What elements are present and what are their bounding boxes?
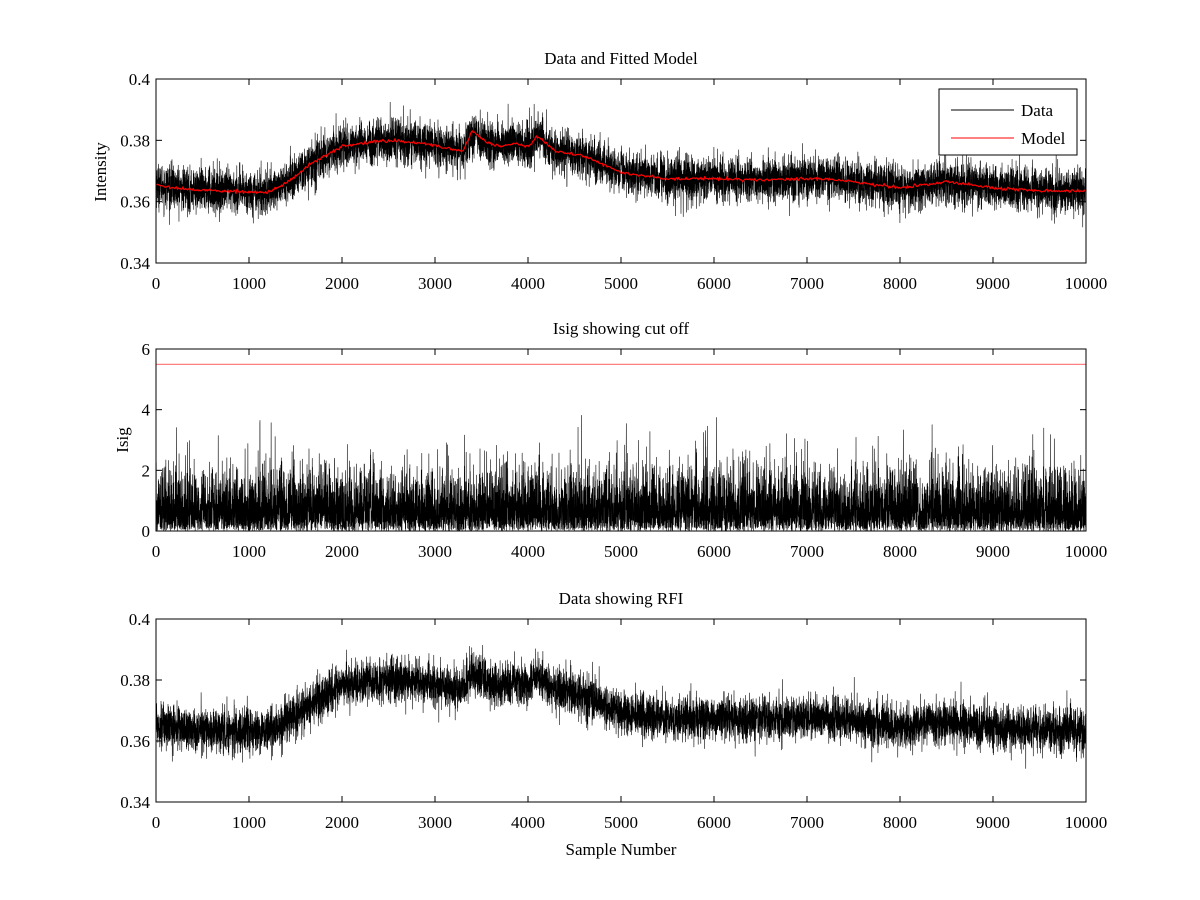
ytick-label: 0.38 [120,671,150,690]
ytick-label: 0.38 [120,131,150,150]
xtick-label: 7000 [790,813,824,832]
ytick-label: 0.36 [120,193,150,212]
panel-1-ytick-layer: 0.34 0.36 0.38 0.4 [120,70,1086,273]
panel-2-series-layer [155,363,1087,532]
xtick-label: 4000 [511,813,545,832]
xtick-label: 1000 [232,542,266,561]
ytick-label: 2 [142,461,151,480]
series-data [155,101,1087,228]
xtick-label: 10000 [1065,274,1108,293]
xtick-label: 0 [152,274,161,293]
xtick-label: 9000 [976,542,1010,561]
xtick-label: 9000 [976,813,1010,832]
xtick-label: 10000 [1065,542,1108,561]
xtick-label: 2000 [325,274,359,293]
panel-1-ylabel: Intensity [91,142,110,202]
xtick-label: 5000 [604,813,638,832]
xtick-label: 1000 [232,274,266,293]
panel-data-showing-rfi: Data showing RFI 0 1000 2000 3000 4000 5000 60… [120,589,1107,859]
panel-1-legend: Data Model [938,88,1078,156]
xtick-label: 3000 [418,542,452,561]
xtick-label: 2000 [325,542,359,561]
panel-1-xtick-layer: 0 1000 2000 3000 4000 5000 6000 7000 8000 9000 100… [152,79,1108,293]
panel-1-title: Data and Fitted Model [544,49,698,68]
ytick-label: 0.34 [120,254,150,273]
series-line [155,415,1087,532]
xtick-label: 4000 [511,542,545,561]
xtick-label: 0 [152,542,161,561]
legend-data-label: Data [1021,101,1054,120]
ytick-label: 0 [142,522,151,541]
xtick-label: 8000 [883,542,917,561]
series-line [155,645,1087,769]
xtick-label: 9000 [976,274,1010,293]
panel-data-and-fitted-model: Data and Fitted Model Intensity 0 1000 200… [91,49,1107,293]
xtick-label: 6000 [697,542,731,561]
panel-3-xtick-layer: 0 1000 2000 3000 4000 5000 6000 7000 8000 9000 100… [152,619,1108,832]
xtick-label: 5000 [604,542,638,561]
ytick-label: 6 [142,340,151,359]
legend-box [938,88,1078,156]
xtick-label: 6000 [697,274,731,293]
panel-3-xlabel: Sample Number [566,840,677,859]
series-model [155,130,1087,195]
xtick-label: 8000 [883,274,917,293]
xtick-label: 3000 [418,813,452,832]
xtick-label: 0 [152,813,161,832]
xtick-label: 2000 [325,813,359,832]
xtick-label: 6000 [697,813,731,832]
panel-2-title: Isig showing cut off [553,319,689,338]
ytick-label: 0.4 [129,70,151,89]
panel-3-series-layer [155,645,1087,769]
panel-2-ylabel: Isig [113,427,132,453]
xtick-label: 7000 [790,542,824,561]
xtick-label: 4000 [511,274,545,293]
xtick-label: 3000 [418,274,452,293]
ytick-label: 0.36 [120,732,150,751]
panel-2-xtick-layer: 0 1000 2000 3000 4000 5000 6000 7000 8000 9000 100… [152,349,1108,561]
xtick-label: 10000 [1065,813,1108,832]
xtick-label: 5000 [604,274,638,293]
ytick-label: 0.34 [120,793,150,812]
panel-1-series-layer [155,101,1087,228]
ytick-label: 4 [142,401,151,420]
panel-2-ytick-layer: 0 2 4 6 [142,340,1086,541]
legend-model-label: Model [1021,129,1066,148]
ytick-label: 0.4 [129,610,151,629]
xtick-label: 7000 [790,274,824,293]
xtick-label: 1000 [232,813,266,832]
panel-isig-showing-cut-off: Isig showing cut off Isig 0 1000 2000 3000 4… [113,319,1107,561]
panel-3-title: Data showing RFI [559,589,684,608]
xtick-label: 8000 [883,813,917,832]
panel-3-ytick-layer: 0.34 0.36 0.38 0.4 [120,610,1086,812]
